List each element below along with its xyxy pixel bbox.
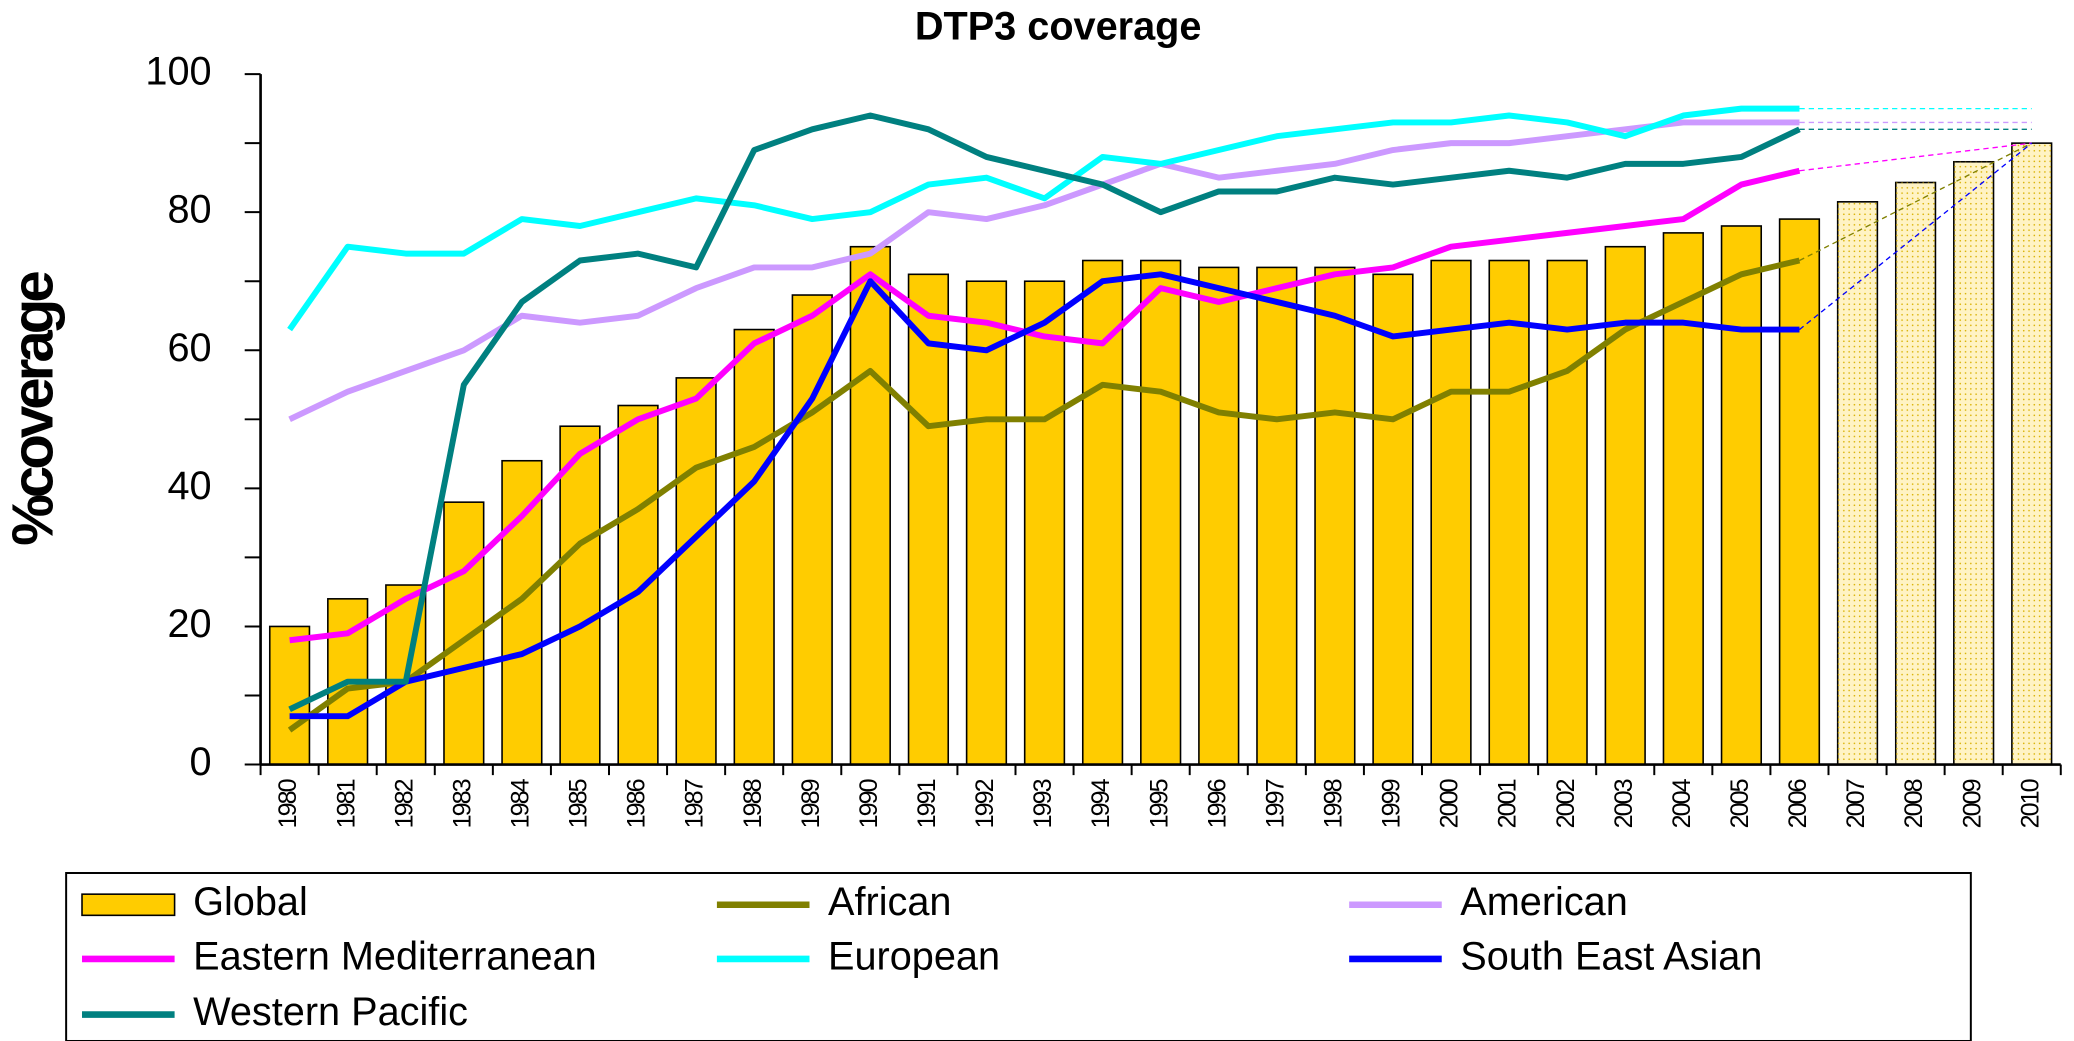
bar [1546, 259, 1588, 766]
x-tick-label: 1983 [448, 779, 476, 828]
bar [1430, 259, 1472, 766]
x-tick-label: 1980 [274, 779, 302, 828]
y-tick-label: 40 [167, 464, 211, 508]
legend-label: Global [193, 880, 308, 924]
x-tick-label: 1985 [565, 779, 593, 828]
x-tick-label: 2008 [1900, 779, 1928, 828]
x-tick-label: 2009 [1958, 779, 1986, 828]
x-tick-label: 2005 [1726, 779, 1754, 828]
bar [617, 404, 659, 766]
line [287, 105, 1800, 332]
bar [1778, 218, 1821, 766]
x-tick-label: 1998 [1320, 779, 1348, 828]
chart-title: DTP3 coverage [915, 5, 1202, 49]
y-tick-label: 0 [190, 740, 212, 784]
bar [733, 328, 775, 766]
x-tick-label: 1993 [1029, 779, 1057, 828]
y-tick-label: 20 [167, 602, 211, 646]
x-tick-label: 1999 [1378, 779, 1406, 828]
x-tick-label: 1991 [913, 779, 941, 828]
legend-label: African [828, 880, 951, 924]
legend-label: Eastern Mediterranean [193, 934, 597, 978]
bar [1662, 232, 1704, 766]
y-tick-label: 100 [145, 50, 211, 94]
bar [1198, 266, 1240, 766]
x-tick-label: 1986 [623, 779, 651, 828]
bar [1372, 273, 1414, 766]
x-tick-label: 2006 [1784, 779, 1812, 828]
bar [1314, 266, 1356, 766]
x-tick-label: 2001 [1494, 779, 1522, 828]
legend-label: European [828, 934, 1000, 978]
x-tick-label: 1982 [390, 779, 418, 828]
x-tick-label: 2010 [2016, 779, 2044, 828]
bar [965, 280, 1008, 766]
legend-swatch [81, 893, 176, 917]
x-tick-label: 1994 [1087, 778, 1115, 828]
bar [1023, 280, 1066, 766]
bar [1140, 259, 1182, 766]
x-tick-label: 1996 [1203, 779, 1231, 828]
line [289, 167, 1801, 644]
legend-label: American [1460, 880, 1628, 924]
y-tick-label: 80 [167, 188, 211, 232]
x-tick-label: 1988 [739, 779, 767, 828]
bar [1488, 259, 1530, 766]
legend-label: Western Pacific [193, 990, 468, 1034]
legend-label: South East Asian [1460, 934, 1762, 978]
x-tick-label: 2003 [1610, 779, 1638, 828]
bar-pattern [1895, 182, 1936, 765]
x-tick-label: 1989 [797, 779, 825, 828]
bar [849, 245, 891, 766]
line [289, 271, 1800, 720]
projection-line [1799, 142, 2033, 331]
x-tick-label: 1992 [971, 779, 999, 828]
bar [559, 425, 601, 766]
bar [268, 625, 311, 766]
y-axis-label: %coverage [0, 272, 65, 546]
bar [675, 377, 717, 766]
x-tick-label: 2007 [1842, 779, 1870, 828]
bar [1256, 266, 1298, 766]
line [288, 112, 1801, 712]
bar [501, 459, 543, 766]
line [288, 119, 1800, 423]
x-tick-label: 1981 [332, 779, 360, 828]
bar [907, 273, 950, 766]
x-tick-label: 2002 [1552, 779, 1580, 828]
bar-pattern [2011, 143, 2052, 765]
x-tick-label: 1990 [855, 779, 883, 828]
x-tick-label: 1995 [1145, 779, 1173, 828]
bar-pattern [1837, 201, 1878, 765]
x-tick-label: 1984 [507, 778, 535, 828]
x-tick-label: 1997 [1261, 779, 1289, 828]
bar-pattern [1953, 161, 1994, 765]
line [287, 257, 1801, 733]
bar [1720, 225, 1763, 766]
x-tick-label: 2000 [1436, 779, 1464, 828]
x-tick-label: 1987 [681, 779, 709, 828]
projection-line [1799, 142, 2032, 172]
y-tick-label: 60 [167, 326, 211, 370]
bar [1081, 259, 1124, 766]
projection-line [1799, 142, 2033, 262]
x-tick-label: 2004 [1668, 778, 1696, 828]
